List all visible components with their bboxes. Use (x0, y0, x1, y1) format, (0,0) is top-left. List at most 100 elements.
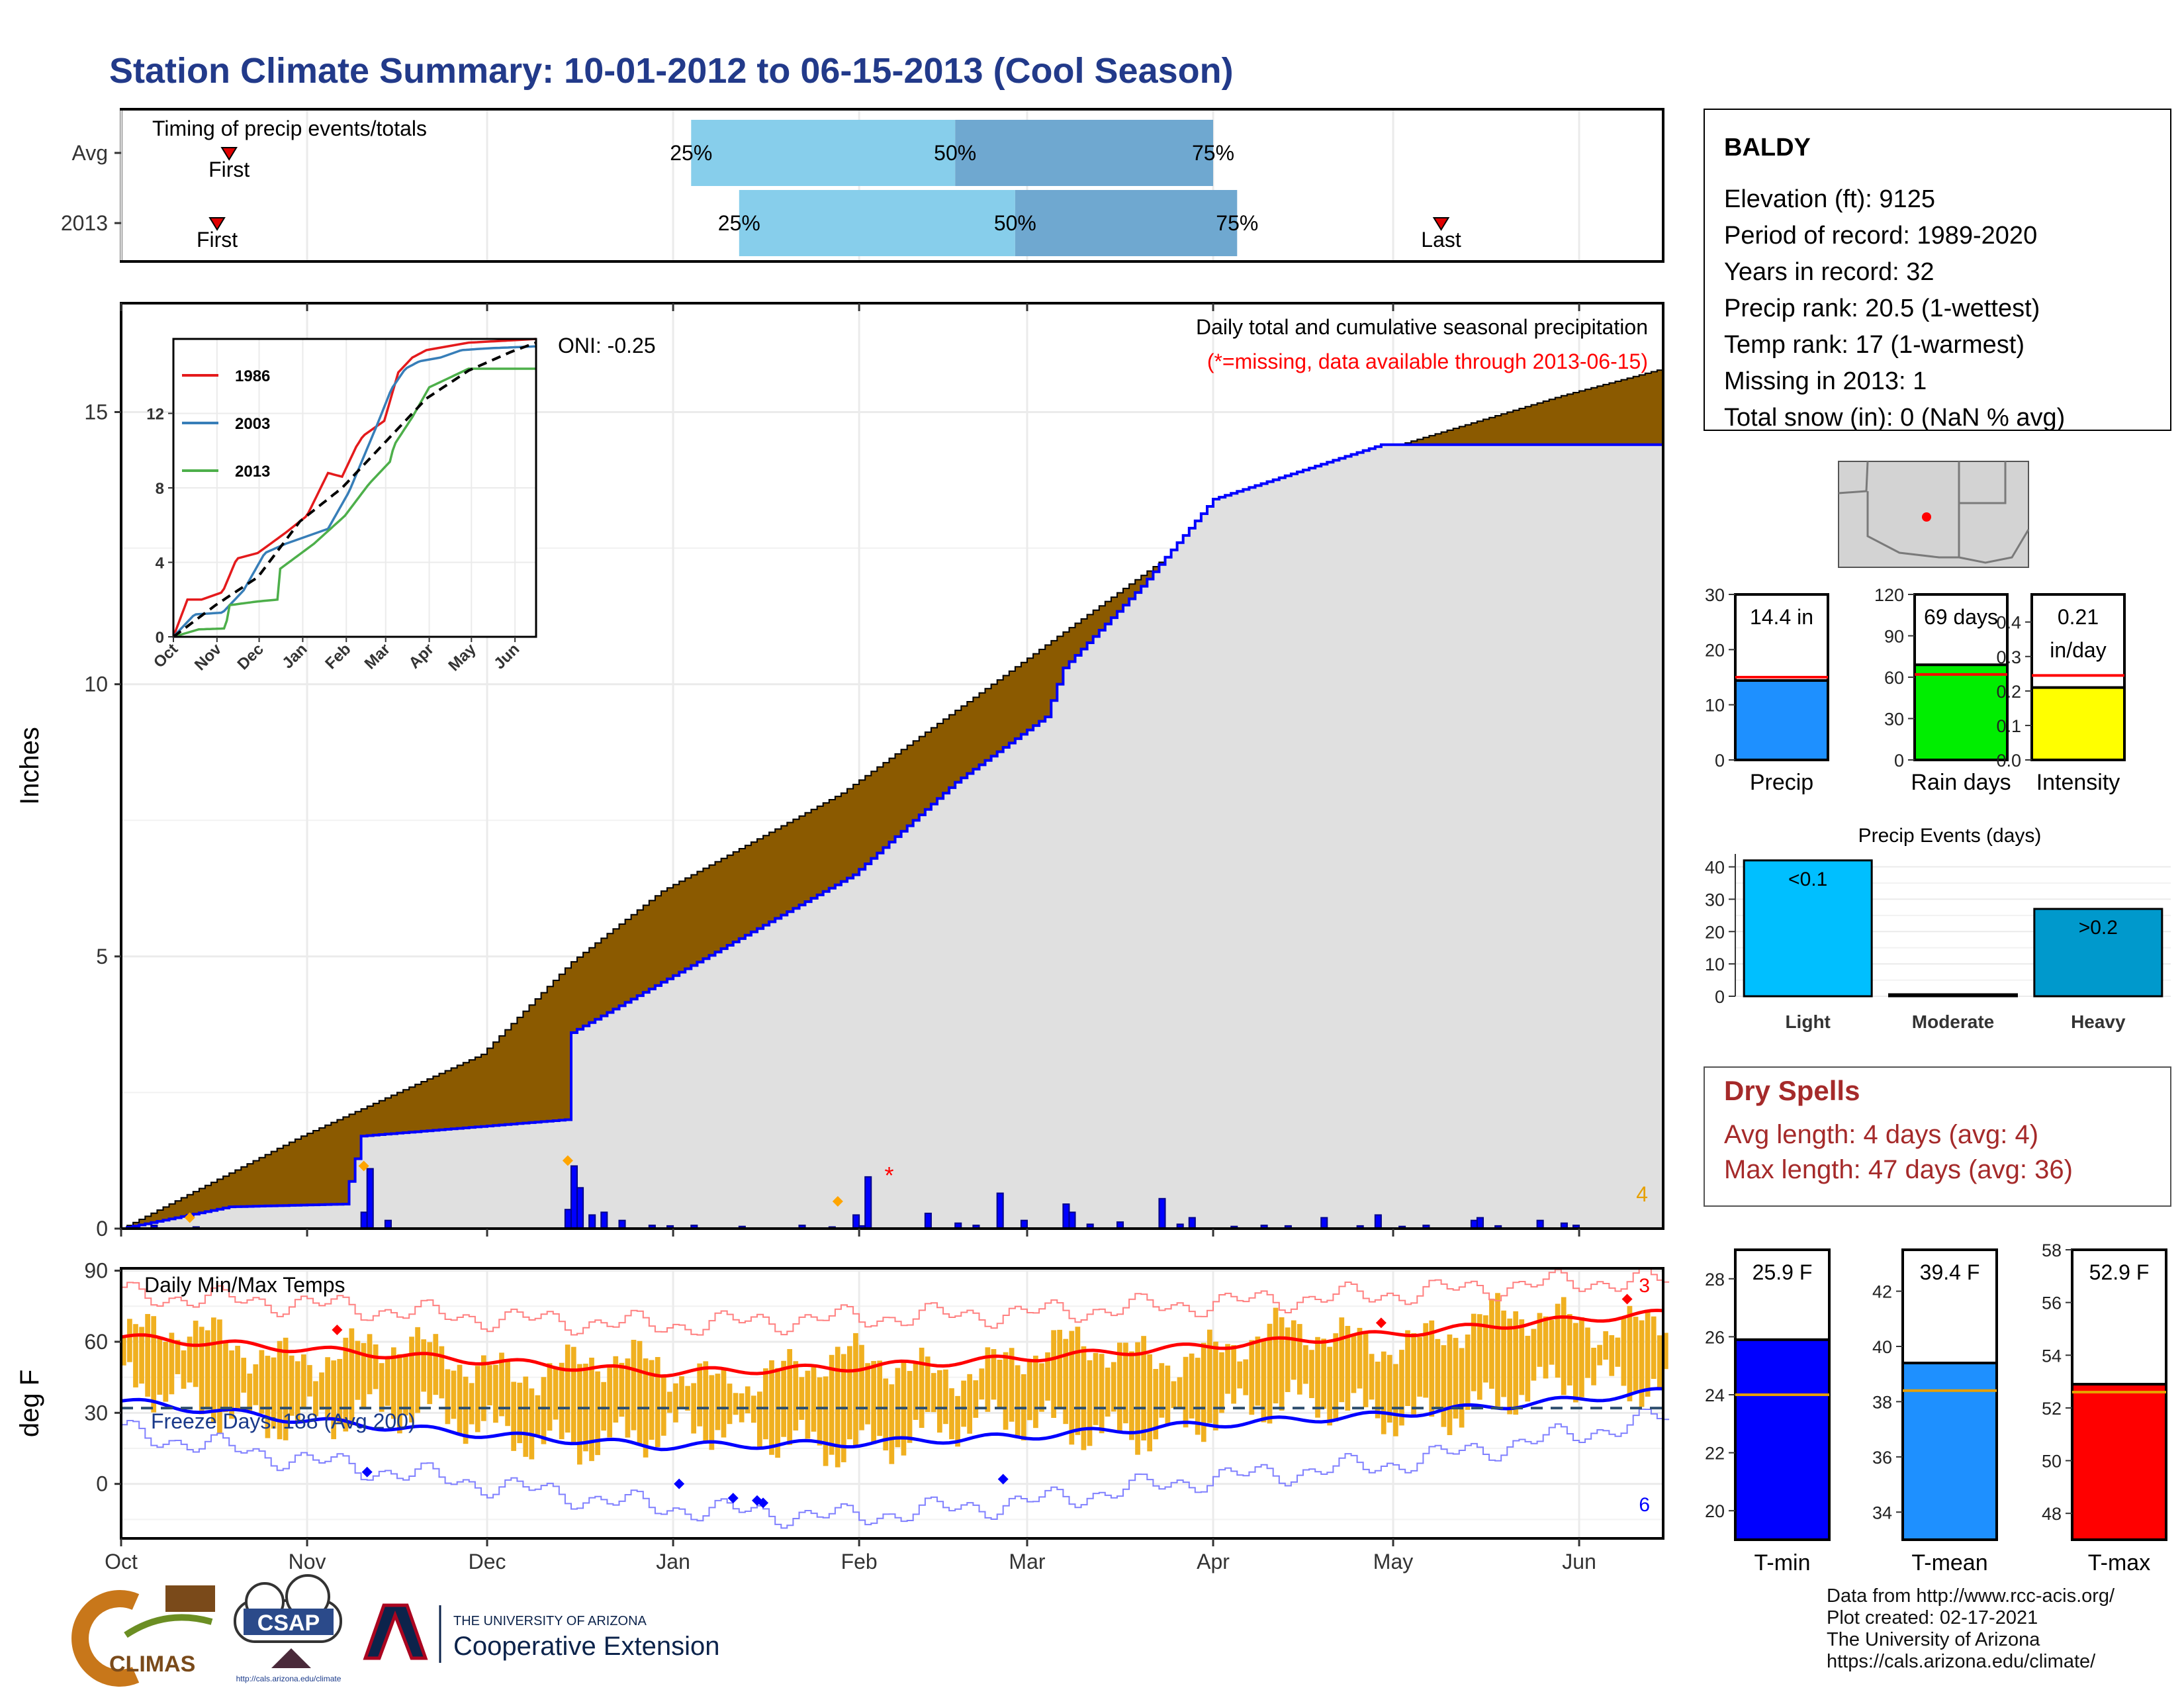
daily-temp-range-bar (1663, 1333, 1668, 1370)
ua-logo: THE UNIVERSITY OF ARIZONA Cooperative Ex… (363, 1603, 719, 1663)
temp-extreme-low-marker (361, 1466, 373, 1477)
timing-bar-50-75-0 (955, 120, 1214, 186)
daily-temp-range-bar (1309, 1350, 1314, 1399)
credit-line-data: Data from http://www.rcc-acis.org/ (1827, 1585, 2115, 1607)
dry-spells-box: Dry Spells Avg length: 4 days (avg: 4) M… (1704, 1066, 2171, 1207)
daily-temp-range-bar (907, 1371, 913, 1443)
timing-p50-label-1: 50% (994, 211, 1036, 235)
map-borders (1838, 461, 2030, 564)
daily-temp-range-bar (205, 1330, 210, 1410)
inset-legend-label-1986: 1986 (235, 367, 270, 385)
station-info-line-1: Period of record: 1989-2020 (1724, 222, 2037, 250)
climas-block (165, 1585, 215, 1612)
daily-temp-range-bar (499, 1352, 504, 1417)
daily-temp-range-bar (1603, 1331, 1609, 1360)
inset-line-avg (172, 341, 537, 638)
daily-temp-range-bar (1003, 1352, 1009, 1430)
precip-frame (120, 302, 1664, 1230)
daily-temp-range-bar (373, 1344, 379, 1389)
daily-temp-range-bar (247, 1374, 253, 1411)
inset-ytick-label-0: 0 (156, 629, 164, 647)
summary-precip-panels: 0 10 20 30 14.4 in Precip 0 30 60 90 120 69 days Rai… (1705, 585, 2126, 795)
daily-precip-bar (576, 1187, 584, 1229)
daily-temp-range-bar (877, 1360, 883, 1436)
daily-temp-range-bar (175, 1340, 181, 1374)
csap-url: http://cals.arizona.edu/climate (236, 1674, 341, 1683)
daily-temp-range-bar (931, 1373, 936, 1413)
daily-temp-range-bar (1015, 1365, 1021, 1438)
daily-temp-range-bar (607, 1368, 613, 1438)
daily-temp-range-bar (1285, 1327, 1291, 1392)
timing-first-label-1: First (197, 228, 238, 252)
precip-ylabel: Inches (15, 727, 44, 805)
timing-p75-label-0: 75% (1192, 141, 1234, 165)
daily-temp-range-bar (535, 1395, 541, 1437)
daily-temp-range-bar (1609, 1335, 1615, 1376)
daily-temp-range-bar (1255, 1336, 1261, 1406)
daily-temp-range-bar (1525, 1335, 1531, 1402)
daily-temp-range-bar (1597, 1344, 1602, 1366)
daily-temp-range-bar (229, 1350, 234, 1419)
daily-temp-range-bar (397, 1354, 402, 1434)
avg-max-temp-line (120, 1308, 1664, 1378)
summary-ytick-label: 0.3 (1996, 647, 2021, 667)
summary-ytick-label: 38 (1872, 1392, 1892, 1412)
summary-value-bar (1901, 1362, 1998, 1541)
summary-ytick-label: 48 (2042, 1504, 2062, 1524)
daily-temp-range-bar (1225, 1344, 1230, 1394)
daily-precip-bar (1068, 1211, 1076, 1230)
daily-temp-range-bar (1069, 1331, 1075, 1445)
precip-extreme-marker (184, 1212, 195, 1223)
precip-extreme-marker (562, 1155, 573, 1166)
timing-p50-label-0: 50% (934, 141, 976, 165)
daily-temp-range-bar (409, 1336, 414, 1423)
daily-temp-range-bar (157, 1336, 163, 1395)
page-title: Station Climate Summary: 10-01-2012 to 0… (109, 51, 1234, 91)
temp-ytick-label-3: 90 (84, 1259, 108, 1283)
precip-events-panel: Precip Events (days) 0 10 20 30 40 <0.1 Light M… (1705, 825, 2171, 1032)
temp-extreme-high-marker (332, 1325, 343, 1336)
daily-temp-range-bar (685, 1385, 690, 1411)
daily-temp-range-bar (1291, 1320, 1297, 1380)
daily-temp-range-bar (1387, 1354, 1392, 1423)
daily-temp-range-bar (703, 1361, 709, 1442)
summary-ytick-label: 26 (1705, 1327, 1725, 1347)
daily-temp-range-bar (955, 1395, 960, 1447)
temp-extreme-low-marker (997, 1474, 1009, 1485)
daily-temp-range-bar (1393, 1364, 1398, 1436)
daily-temp-range-bar (1453, 1338, 1459, 1419)
summary-value-label: 52.9 F (2089, 1260, 2150, 1284)
daily-temp-range-bar (619, 1362, 625, 1417)
daily-temp-range-bar (1351, 1335, 1357, 1393)
summary-ytick-label: 90 (1884, 627, 1904, 647)
summary-ytick-label: 20 (1705, 640, 1725, 660)
daily-temp-range-bar (936, 1370, 942, 1433)
timing-last-marker-1 (1432, 217, 1450, 231)
daily-temp-range-bar (1171, 1381, 1177, 1409)
daily-temp-range-bar (979, 1368, 985, 1400)
daily-temp-range-bar (469, 1383, 475, 1425)
daily-temp-range-bar (439, 1346, 445, 1399)
daily-temp-range-bar (919, 1347, 925, 1429)
summary-ytick-label: 120 (1874, 585, 1904, 605)
daily-temp-range-bar (787, 1348, 793, 1445)
climas-wave (124, 1614, 213, 1638)
daily-temp-range-bar (1051, 1330, 1056, 1418)
precip-extreme-marker (358, 1160, 369, 1172)
daily-temp-range-bar (823, 1376, 829, 1466)
daily-temp-range-bar (547, 1363, 553, 1431)
daily-temp-range-bar (480, 1355, 486, 1421)
temp-extreme-low-marker (674, 1478, 685, 1489)
dry-spells-max: Max length: 47 days (avg: 36) (1724, 1155, 2073, 1184)
daily-temp-range-bar (660, 1375, 666, 1436)
daily-temp-range-bar (570, 1346, 576, 1445)
daily-temp-range-bar (1477, 1314, 1482, 1400)
daily-temp-range-bar (1489, 1298, 1494, 1389)
daily-temp-range-bar (1621, 1318, 1627, 1386)
daily-temp-range-bar (283, 1337, 289, 1440)
daily-temp-range-bar (505, 1360, 510, 1427)
precip-extreme-marker (832, 1196, 843, 1207)
timing-panel: Timing of precip events/totals Avg 25% 50%… (61, 108, 1797, 263)
temp-ytick-label-2: 60 (84, 1330, 108, 1354)
